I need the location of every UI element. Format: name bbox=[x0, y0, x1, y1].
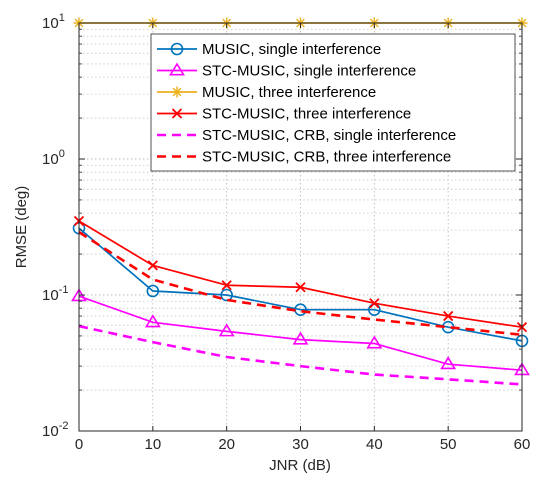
legend-item-6: STC-MUSIC, CRB, three interference bbox=[157, 149, 451, 166]
series-5 bbox=[78, 324, 523, 386]
data-point-triangle bbox=[218, 323, 235, 337]
legend-label: MUSIC, single interference bbox=[202, 41, 381, 58]
y-tick-label: 100 bbox=[42, 148, 65, 168]
y-axis-label: RMSE (deg) bbox=[13, 186, 30, 269]
legend-label: MUSIC, three interference bbox=[202, 84, 376, 101]
legend-label: STC-MUSIC, three interference bbox=[202, 106, 411, 123]
data-point-circle bbox=[146, 284, 160, 298]
y-tick-label: 10-1 bbox=[42, 284, 68, 304]
x-tick-label: 0 bbox=[75, 436, 83, 453]
data-point-circle bbox=[170, 42, 184, 56]
x-tick-label: 20 bbox=[218, 436, 235, 453]
legend-label: STC-MUSIC, CRB, single interference bbox=[202, 127, 456, 144]
data-point-x bbox=[147, 260, 158, 271]
data-point-triangle bbox=[366, 335, 383, 349]
series-2 bbox=[71, 288, 530, 376]
x-axis-label: JNR (dB) bbox=[269, 457, 331, 474]
axis-ticks: 0 10 20 30 40 50 60 10-2 10-1 100 101 bbox=[42, 12, 530, 453]
x-tick-label: 60 bbox=[514, 436, 531, 453]
data-point-x bbox=[295, 282, 306, 293]
series-4 bbox=[73, 215, 528, 333]
data-point-x bbox=[171, 108, 183, 119]
series-line bbox=[78, 295, 523, 372]
x-tick-label: 10 bbox=[144, 436, 161, 453]
legend-item-1: MUSIC, single interference bbox=[157, 41, 381, 58]
x-tick-label: 50 bbox=[440, 436, 457, 453]
data-point-circle bbox=[220, 288, 233, 302]
legend-box bbox=[150, 33, 516, 172]
data-point-asterisk bbox=[171, 86, 183, 98]
data-point-triangle bbox=[144, 314, 161, 328]
data-point-triangle bbox=[292, 331, 309, 345]
data-point-triangle bbox=[169, 62, 185, 76]
data-point-x bbox=[221, 280, 232, 291]
legend-item-4: STC-MUSIC, three interference bbox=[157, 106, 411, 123]
y-tick-label: 101 bbox=[42, 12, 65, 32]
legend-item-3: MUSIC, three interference bbox=[157, 84, 376, 101]
legend: MUSIC, single interference STC-MUSIC, sin… bbox=[150, 33, 516, 172]
data-point-x bbox=[443, 310, 454, 322]
series-line bbox=[78, 227, 523, 342]
y-tick-label: 10-2 bbox=[42, 420, 68, 440]
legend-label: STC-MUSIC, CRB, three interference bbox=[202, 149, 451, 166]
x-tick-label: 40 bbox=[366, 436, 383, 453]
data-point-triangle bbox=[440, 356, 457, 370]
x-tick-label: 30 bbox=[292, 436, 309, 453]
data-point-x bbox=[369, 298, 380, 309]
legend-item-5: STC-MUSIC, CRB, single interference bbox=[157, 127, 456, 144]
series-line bbox=[78, 324, 523, 386]
legend-label: STC-MUSIC, single interference bbox=[202, 63, 416, 80]
legend-item-2: STC-MUSIC, single interference bbox=[157, 62, 416, 80]
